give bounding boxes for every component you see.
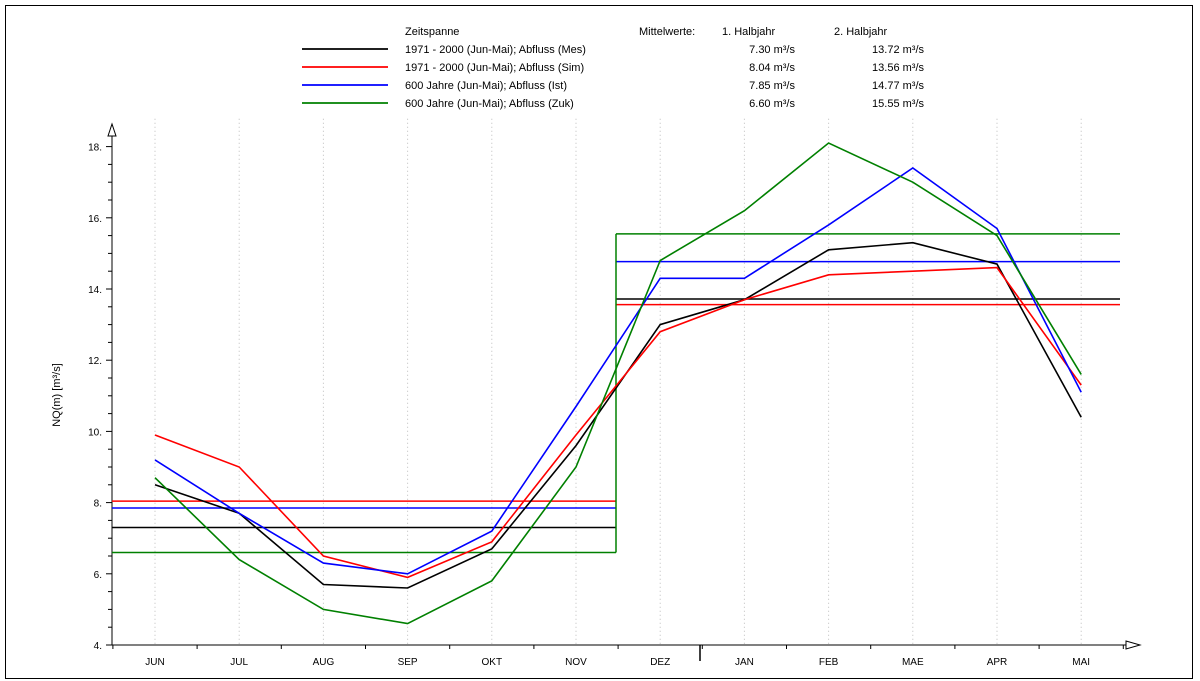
y-tick-label-10: 10. xyxy=(88,427,102,438)
legend-entry-name-1: 1971 - 2000 (Jun-Mai); Abfluss (Sim) xyxy=(405,62,584,74)
x-tick-label-dez: DEZ xyxy=(650,657,670,668)
x-tick-label-mae: MAE xyxy=(902,657,924,668)
series-lines xyxy=(154,142,1082,625)
y-tick-label-16: 16. xyxy=(88,214,102,225)
x-tick-label-feb: FEB xyxy=(819,657,839,668)
series-line-3 xyxy=(154,142,1082,625)
legend-header-h2: 2. Halbjahr xyxy=(834,26,888,38)
x-tick-label-aug: AUG xyxy=(313,657,335,668)
y-axis-arrow-icon xyxy=(107,122,117,137)
x-axis-arrow-icon xyxy=(1125,640,1142,650)
axes: JUN JUL AUG SEP OKT NOV DEZ JAN FEB MAE APR MAI 4. 6.… xyxy=(88,122,1142,668)
series-line-2 xyxy=(154,167,1082,575)
legend-entry-h2-3: 15.55 m³/s xyxy=(872,98,924,110)
series-line-0 xyxy=(154,241,1082,589)
legend-header-h1: 1. Halbjahr xyxy=(722,26,776,38)
series-line-1 xyxy=(154,266,1082,579)
chart-frame xyxy=(5,5,1193,679)
legend-entry-h2-0: 13.72 m³/s xyxy=(872,44,924,56)
legend-entry-name-0: 1971 - 2000 (Jun-Mai); Abfluss (Mes) xyxy=(405,44,586,56)
vertical-gridlines xyxy=(154,118,1082,645)
y-tick-label-4: 4. xyxy=(94,641,102,652)
legend-entry-name-2: 600 Jahre (Jun-Mai); Abfluss (Ist) xyxy=(405,80,567,92)
x-tick-label-sep: SEP xyxy=(398,657,418,668)
legend: Zeitspanne Mittelwerte: 1. Halbjahr 2. H… xyxy=(302,26,924,110)
x-tick-label-jul: JUL xyxy=(230,657,248,668)
legend-entry-h1-1: 8.04 m³/s xyxy=(749,62,795,74)
legend-entry-name-3: 600 Jahre (Jun-Mai); Abfluss (Zuk) xyxy=(405,98,574,110)
x-tick-label-okt: OKT xyxy=(482,657,503,668)
x-tick-label-jun: JUN xyxy=(145,657,164,668)
y-tick-label-8: 8. xyxy=(94,499,102,510)
y-tick-label-18: 18. xyxy=(88,143,102,154)
legend-entry-h1-2: 7.85 m³/s xyxy=(749,80,795,92)
y-axis-label: NQ(m) [m³/s] xyxy=(51,363,63,427)
legend-entry-h1-0: 7.30 m³/s xyxy=(749,44,795,56)
y-tick-label-6: 6. xyxy=(94,570,102,581)
legend-header-period: Zeitspanne xyxy=(405,26,459,38)
half-year-mean-lines xyxy=(112,233,1120,554)
y-tick-label-14: 14. xyxy=(88,285,102,296)
x-tick-label-nov: NOV xyxy=(565,657,587,668)
legend-header-means: Mittelwerte: xyxy=(639,26,695,38)
y-tick-label-12: 12. xyxy=(88,356,102,367)
x-tick-label-apr: APR xyxy=(987,657,1008,668)
legend-entry-h1-3: 6.60 m³/s xyxy=(749,98,795,110)
legend-entry-h2-1: 13.56 m³/s xyxy=(872,62,924,74)
x-tick-label-jan: JAN xyxy=(735,657,754,668)
x-tick-label-mai: MAI xyxy=(1072,657,1090,668)
legend-entry-h2-2: 14.77 m³/s xyxy=(872,80,924,92)
